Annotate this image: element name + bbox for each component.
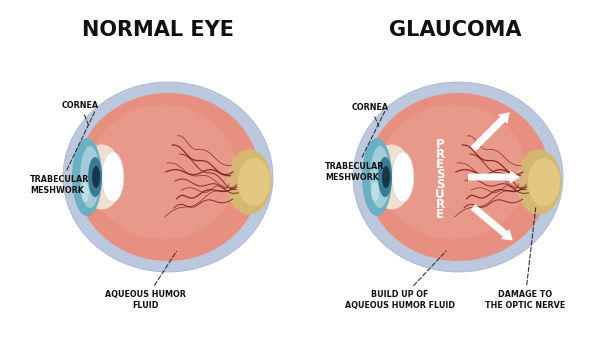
Ellipse shape — [81, 182, 89, 202]
Text: AQUEOUS HUMOR
FLUID: AQUEOUS HUMOR FLUID — [104, 251, 185, 310]
FancyArrow shape — [471, 204, 513, 240]
Ellipse shape — [379, 105, 527, 239]
Ellipse shape — [92, 166, 100, 188]
Text: CORNEA: CORNEA — [62, 100, 99, 126]
Ellipse shape — [353, 82, 563, 272]
Text: S: S — [436, 179, 444, 192]
Ellipse shape — [370, 146, 390, 208]
Ellipse shape — [517, 149, 562, 215]
Ellipse shape — [362, 138, 392, 216]
FancyArrow shape — [468, 171, 520, 184]
Ellipse shape — [392, 152, 414, 202]
Ellipse shape — [102, 152, 124, 202]
Text: NORMAL EYE: NORMAL EYE — [82, 20, 234, 40]
Ellipse shape — [72, 138, 102, 216]
Ellipse shape — [76, 93, 260, 261]
Ellipse shape — [366, 93, 550, 261]
Text: R: R — [436, 198, 445, 211]
Text: CORNEA: CORNEA — [352, 103, 389, 126]
Ellipse shape — [528, 158, 560, 206]
Ellipse shape — [89, 105, 236, 239]
Text: R: R — [436, 148, 445, 162]
Text: U: U — [435, 189, 445, 202]
FancyArrow shape — [470, 112, 510, 152]
Text: P: P — [436, 139, 445, 152]
Ellipse shape — [371, 144, 413, 210]
Ellipse shape — [226, 149, 271, 215]
Text: GLAUCOMA: GLAUCOMA — [389, 20, 521, 40]
Ellipse shape — [382, 166, 390, 188]
Text: TRABECULAR
MESHWORK: TRABECULAR MESHWORK — [325, 112, 385, 182]
Text: E: E — [436, 158, 444, 171]
Text: DAMAGE TO
THE OPTIC NERVE: DAMAGE TO THE OPTIC NERVE — [485, 208, 565, 310]
Ellipse shape — [88, 157, 102, 197]
Ellipse shape — [238, 158, 270, 206]
Text: S: S — [436, 168, 444, 181]
Text: E: E — [436, 208, 444, 221]
Ellipse shape — [81, 144, 123, 210]
Ellipse shape — [371, 182, 379, 202]
Ellipse shape — [63, 82, 273, 272]
Ellipse shape — [378, 157, 392, 197]
Text: BUILD UP OF
AQUEOUS HUMOR FLUID: BUILD UP OF AQUEOUS HUMOR FLUID — [345, 251, 455, 310]
Text: TRABECULAR
MESHWORK: TRABECULAR MESHWORK — [30, 112, 95, 195]
Ellipse shape — [80, 146, 100, 208]
